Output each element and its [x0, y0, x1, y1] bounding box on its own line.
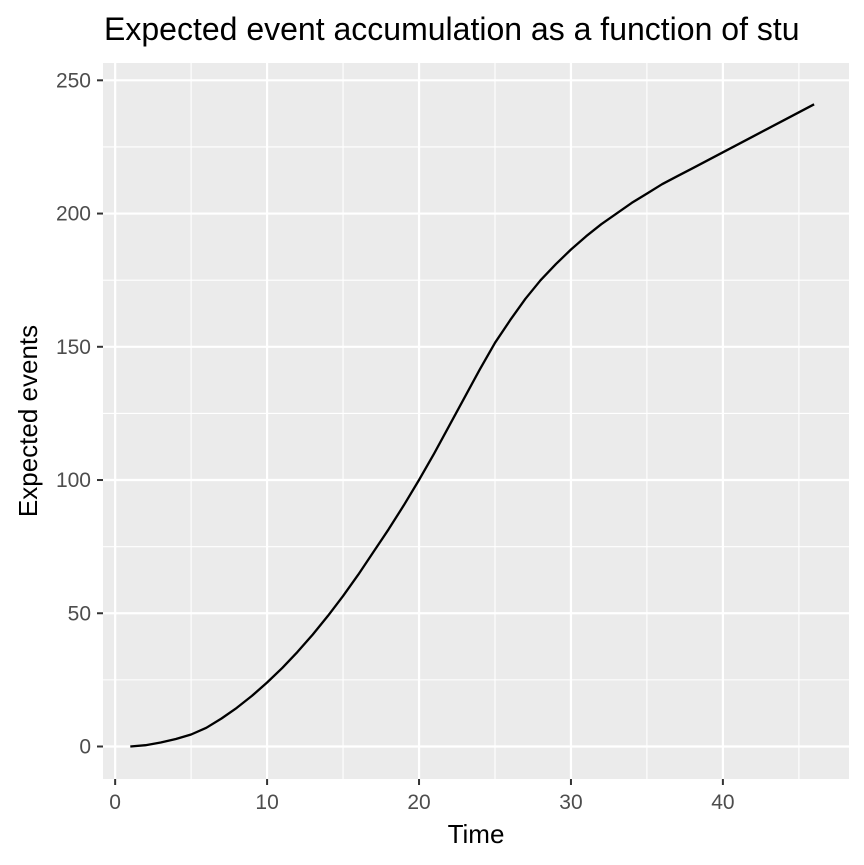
major-gridlines: [103, 63, 849, 779]
y-tick-label: 100: [56, 469, 91, 492]
chart-title: Expected event accumulation as a functio…: [104, 11, 800, 47]
y-tick-label: 200: [56, 203, 91, 226]
y-tick-label: 250: [56, 69, 91, 92]
x-tick-label: 40: [711, 791, 734, 814]
minor-gridlines: [103, 63, 849, 779]
x-axis-title: Time: [448, 819, 505, 849]
y-tick-label: 0: [79, 735, 91, 758]
series-layer: [130, 103, 815, 748]
x-tick-label: 20: [407, 791, 430, 814]
y-tick-label: 50: [68, 602, 91, 625]
series-line: [130, 103, 815, 748]
x-axis: 0 10 20 30 40: [109, 779, 735, 814]
x-tick-label: 0: [109, 791, 121, 814]
x-tick-label: 30: [559, 791, 582, 814]
x-tick-label: 10: [255, 791, 278, 814]
y-axis: 0 50 100 150 200 250: [56, 69, 103, 758]
y-tick-label: 150: [56, 336, 91, 359]
y-axis-title: Expected events: [13, 325, 43, 517]
plot-panel: [103, 63, 849, 779]
